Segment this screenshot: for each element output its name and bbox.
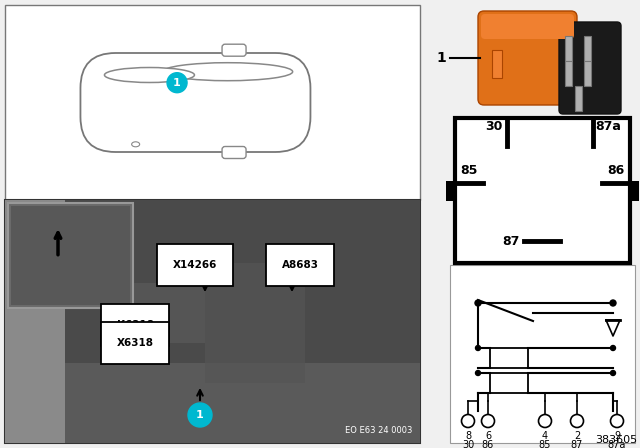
Circle shape <box>610 300 616 306</box>
FancyBboxPatch shape <box>481 14 574 39</box>
Circle shape <box>476 370 481 375</box>
Text: A8683: A8683 <box>282 260 319 270</box>
Circle shape <box>611 370 616 375</box>
Ellipse shape <box>163 63 292 81</box>
Text: 87: 87 <box>502 234 520 247</box>
Bar <box>629 181 639 201</box>
Text: 86: 86 <box>608 164 625 177</box>
Bar <box>490 373 528 393</box>
Bar <box>5 200 420 443</box>
Text: 87a: 87a <box>595 120 621 133</box>
Bar <box>565 36 572 61</box>
Bar <box>492 50 502 78</box>
Circle shape <box>570 414 584 427</box>
Text: 1: 1 <box>436 51 446 65</box>
Text: 383605: 383605 <box>595 435 637 445</box>
Bar <box>5 5 420 200</box>
Circle shape <box>538 414 552 427</box>
FancyBboxPatch shape <box>478 11 577 105</box>
Text: 9: 9 <box>614 431 620 441</box>
Bar <box>11 206 130 305</box>
Text: X6318: X6318 <box>116 338 154 348</box>
Circle shape <box>188 403 212 427</box>
Circle shape <box>476 345 481 350</box>
FancyBboxPatch shape <box>222 44 246 56</box>
Bar <box>575 86 582 111</box>
Bar <box>205 263 305 383</box>
Circle shape <box>167 73 187 93</box>
Text: 6: 6 <box>485 431 491 441</box>
Circle shape <box>611 414 623 427</box>
Bar <box>584 61 591 86</box>
Text: 85: 85 <box>460 164 477 177</box>
Text: 1: 1 <box>173 78 181 88</box>
Text: K6318: K6318 <box>116 320 154 330</box>
Bar <box>584 36 591 61</box>
Bar <box>490 348 528 368</box>
Text: 87a: 87a <box>608 440 626 448</box>
Bar <box>8 203 133 308</box>
Text: 85: 85 <box>539 440 551 448</box>
Circle shape <box>481 414 495 427</box>
Bar <box>125 283 205 343</box>
Text: 2: 2 <box>574 431 580 441</box>
Text: 87: 87 <box>571 440 583 448</box>
Text: X14266: X14266 <box>173 260 217 270</box>
Ellipse shape <box>104 68 195 82</box>
Text: 8: 8 <box>465 431 471 441</box>
Text: 4: 4 <box>542 431 548 441</box>
Circle shape <box>475 300 481 306</box>
Bar <box>450 265 635 443</box>
Circle shape <box>611 345 616 350</box>
Bar <box>5 200 65 443</box>
FancyBboxPatch shape <box>222 146 246 159</box>
Text: EO E63 24 0003: EO E63 24 0003 <box>344 426 412 435</box>
FancyBboxPatch shape <box>559 22 621 114</box>
Bar <box>65 200 420 363</box>
Text: 1: 1 <box>196 410 204 420</box>
Bar <box>565 61 572 86</box>
Circle shape <box>461 414 474 427</box>
Bar <box>65 363 420 443</box>
Text: 86: 86 <box>482 440 494 448</box>
Bar <box>446 181 456 201</box>
FancyBboxPatch shape <box>81 53 310 152</box>
Text: 30: 30 <box>462 440 474 448</box>
Bar <box>455 118 630 263</box>
Text: 30: 30 <box>486 120 503 133</box>
